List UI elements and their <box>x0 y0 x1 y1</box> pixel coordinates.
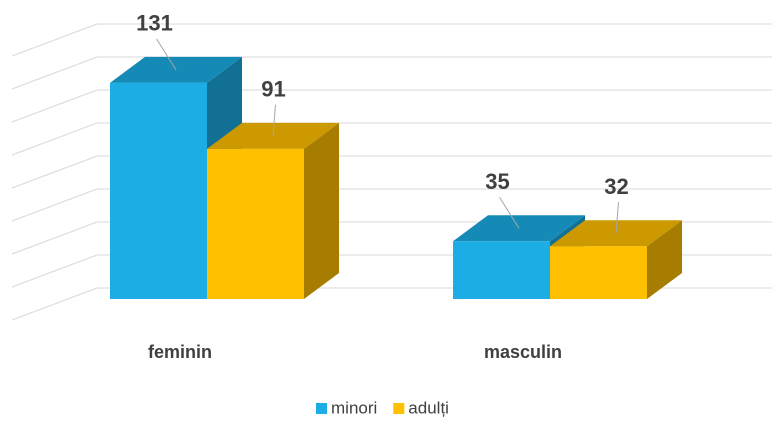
grid-line <box>11 23 772 57</box>
grid-line <box>11 89 772 123</box>
bar <box>550 246 647 299</box>
data-label: 35 <box>485 169 509 194</box>
grid-line <box>11 155 772 189</box>
bar-side <box>304 122 339 299</box>
legend-swatch <box>316 403 327 414</box>
leader-line <box>156 38 177 71</box>
bar <box>453 241 550 299</box>
legend-swatch <box>393 403 405 414</box>
bar <box>110 82 207 299</box>
leader-line <box>499 196 520 229</box>
bar <box>207 148 304 299</box>
bar-side <box>647 220 682 299</box>
data-label: 131 <box>136 11 173 36</box>
legend-label: adulți <box>408 398 449 417</box>
data-label: 91 <box>261 77 285 102</box>
x-tick-label: masculin <box>484 342 562 362</box>
grid-line <box>11 56 772 90</box>
x-tick-label: feminin <box>148 342 212 362</box>
leader-line <box>272 104 276 136</box>
grid-line <box>11 188 772 222</box>
leader-line <box>615 202 619 234</box>
grid-line <box>11 122 772 156</box>
legend-label: minori <box>331 398 377 417</box>
data-label: 32 <box>604 174 628 199</box>
